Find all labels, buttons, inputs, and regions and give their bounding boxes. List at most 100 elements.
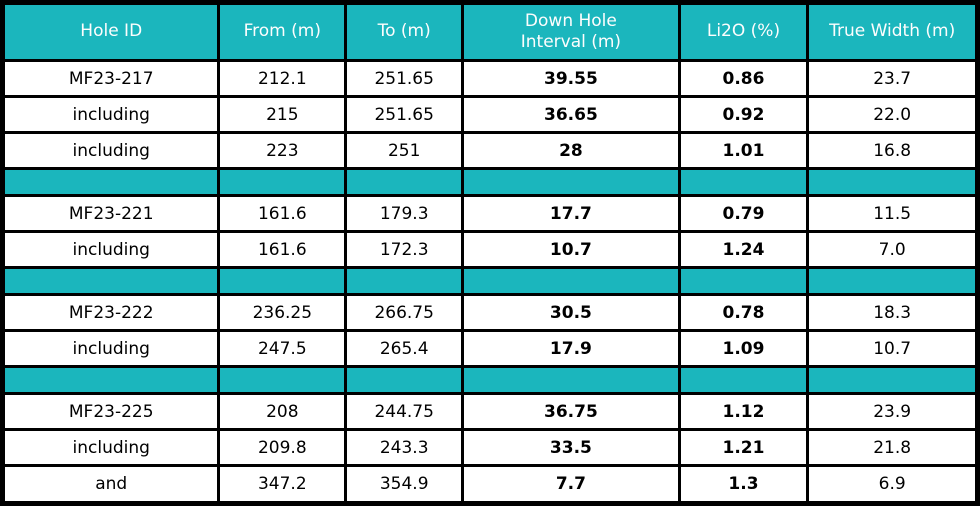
separator-cell: [0, 365, 221, 396]
separator-cell: [461, 167, 681, 198]
cell-interval: 36.65: [461, 95, 681, 135]
table-body: MF23-217 212.1 251.65 39.55 0.86 23.7 in…: [0, 58, 979, 505]
separator-cell: [217, 167, 348, 198]
cell-from: 208: [217, 392, 348, 432]
cell-li2o: 1.12: [677, 392, 810, 432]
cell-to: 172.3: [344, 230, 465, 270]
cell-to: 354.9: [344, 464, 465, 505]
cell-li2o: 0.78: [677, 293, 810, 333]
table-row-mf23-217: MF23-217 212.1 251.65 39.55 0.86 23.7: [0, 58, 979, 99]
cell-hole-id: including: [0, 95, 221, 135]
cell-from: 161.6: [217, 230, 348, 270]
cell-true-width: 23.9: [806, 392, 979, 432]
separator-cell: [677, 365, 810, 396]
table-row-including: including 223 251 28 1.01 16.8: [0, 131, 979, 171]
cell-hole-id: including: [0, 131, 221, 171]
cell-true-width: 6.9: [806, 464, 979, 505]
cell-to: 251.65: [344, 95, 465, 135]
cell-interval: 36.75: [461, 392, 681, 432]
cell-true-width: 21.8: [806, 428, 979, 468]
cell-interval: 17.7: [461, 194, 681, 234]
cell-li2o: 1.21: [677, 428, 810, 468]
cell-hole-id: MF23-225: [0, 392, 221, 432]
cell-to: 265.4: [344, 329, 465, 369]
cell-hole-id: including: [0, 230, 221, 270]
cell-to: 179.3: [344, 194, 465, 234]
cell-interval: 39.55: [461, 58, 681, 99]
separator-cell: [461, 365, 681, 396]
cell-true-width: 7.0: [806, 230, 979, 270]
cell-li2o: 1.09: [677, 329, 810, 369]
column-header-from: From (m): [217, 1, 348, 62]
table-row-including: including 209.8 243.3 33.5 1.21 21.8: [0, 428, 979, 468]
cell-from: 161.6: [217, 194, 348, 234]
cell-interval: 30.5: [461, 293, 681, 333]
cell-from: 209.8: [217, 428, 348, 468]
cell-hole-id: including: [0, 428, 221, 468]
table-header: Hole ID From (m) To (m) Down Hole Interv…: [0, 1, 979, 62]
table-row-mf23-225: MF23-225 208 244.75 36.75 1.12 23.9: [0, 392, 979, 432]
cell-true-width: 11.5: [806, 194, 979, 234]
cell-from: 215: [217, 95, 348, 135]
cell-hole-id: including: [0, 329, 221, 369]
cell-li2o: 1.01: [677, 131, 810, 171]
cell-li2o: 0.86: [677, 58, 810, 99]
cell-hole-id: and: [0, 464, 221, 505]
cell-li2o: 1.24: [677, 230, 810, 270]
cell-li2o: 0.79: [677, 194, 810, 234]
cell-hole-id: MF23-221: [0, 194, 221, 234]
cell-li2o: 1.3: [677, 464, 810, 505]
separator-row: [0, 365, 979, 396]
cell-true-width: 10.7: [806, 329, 979, 369]
separator-row: [0, 266, 979, 297]
column-header-down-hole-interval: Down Hole Interval (m): [461, 1, 681, 62]
separator-cell: [217, 266, 348, 297]
cell-from: 236.25: [217, 293, 348, 333]
header-row: Hole ID From (m) To (m) Down Hole Interv…: [0, 1, 979, 62]
column-header-hole-id: Hole ID: [0, 1, 221, 62]
cell-true-width: 22.0: [806, 95, 979, 135]
separator-cell: [344, 266, 465, 297]
separator-cell: [677, 167, 810, 198]
cell-from: 347.2: [217, 464, 348, 505]
separator-cell: [344, 365, 465, 396]
cell-to: 251.65: [344, 58, 465, 99]
cell-true-width: 23.7: [806, 58, 979, 99]
column-header-li2o: Li2O (%): [677, 1, 810, 62]
cell-interval: 33.5: [461, 428, 681, 468]
separator-cell: [217, 365, 348, 396]
cell-to: 244.75: [344, 392, 465, 432]
cell-interval: 17.9: [461, 329, 681, 369]
separator-row: [0, 167, 979, 198]
separator-cell: [806, 365, 979, 396]
cell-hole-id: MF23-217: [0, 58, 221, 99]
separator-cell: [806, 167, 979, 198]
separator-cell: [806, 266, 979, 297]
cell-from: 212.1: [217, 58, 348, 99]
separator-cell: [677, 266, 810, 297]
cell-interval: 28: [461, 131, 681, 171]
table-row-mf23-221: MF23-221 161.6 179.3 17.7 0.79 11.5: [0, 194, 979, 234]
column-header-true-width: True Width (m): [806, 1, 979, 62]
separator-cell: [0, 167, 221, 198]
separator-cell: [461, 266, 681, 297]
cell-true-width: 16.8: [806, 131, 979, 171]
cell-true-width: 18.3: [806, 293, 979, 333]
cell-interval: 7.7: [461, 464, 681, 505]
cell-from: 247.5: [217, 329, 348, 369]
separator-cell: [344, 167, 465, 198]
cell-from: 223: [217, 131, 348, 171]
table-row-including: including 161.6 172.3 10.7 1.24 7.0: [0, 230, 979, 270]
cell-to: 251: [344, 131, 465, 171]
cell-interval: 10.7: [461, 230, 681, 270]
table-row-including: including 247.5 265.4 17.9 1.09 10.7: [0, 329, 979, 369]
cell-to: 266.75: [344, 293, 465, 333]
table-row-mf23-222: MF23-222 236.25 266.75 30.5 0.78 18.3: [0, 293, 979, 333]
separator-cell: [0, 266, 221, 297]
cell-to: 243.3: [344, 428, 465, 468]
table-row-and: and 347.2 354.9 7.7 1.3 6.9: [0, 464, 979, 505]
column-header-to: To (m): [344, 1, 465, 62]
cell-hole-id: MF23-222: [0, 293, 221, 333]
